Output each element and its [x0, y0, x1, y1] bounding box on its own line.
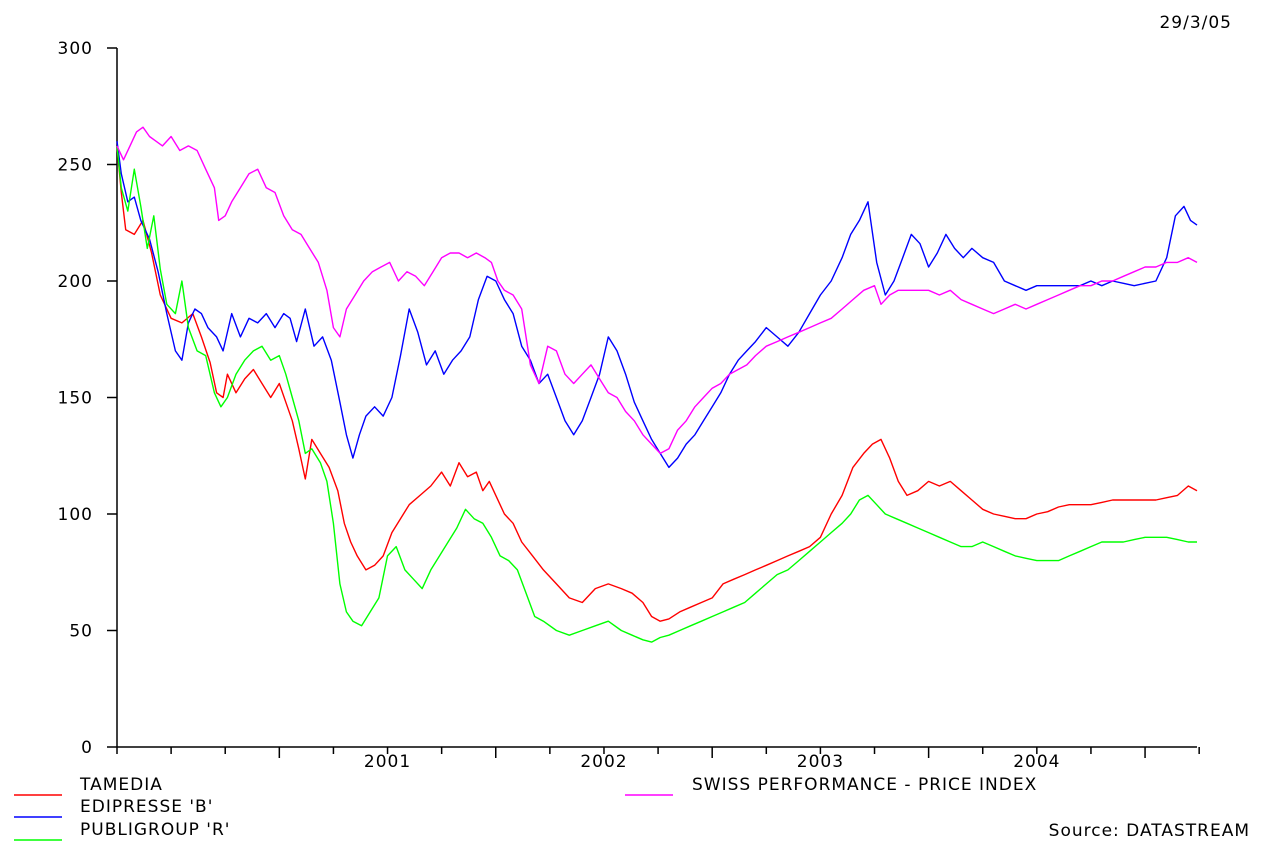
y-tick-label: 100: [58, 505, 93, 525]
series-line-edipresse-b: [116, 141, 1198, 469]
x-tick-label: 2002: [580, 752, 627, 772]
chart-source: Source: DATASTREAM: [1049, 821, 1250, 841]
y-tick-label: 0: [81, 738, 93, 758]
x-tick-label: 2003: [797, 752, 844, 772]
legend: TAMEDIA EDIPRESSE 'B' PUBLIGROUP 'R' SWI…: [14, 775, 1037, 841]
x-axis-ticks: 2001 2002 2003 2004: [116, 747, 1200, 772]
legend-label-publigroup: PUBLIGROUP 'R': [80, 820, 230, 840]
y-axis-ticks: 0 50 100 150 200 250 300: [58, 39, 117, 758]
chart-date: 29/3/05: [1159, 13, 1232, 33]
legend-item-publigroup: PUBLIGROUP 'R': [14, 820, 230, 841]
y-tick-label: 300: [58, 39, 93, 59]
legend-item-swiss-performance: SWISS PERFORMANCE - PRICE INDEX: [625, 775, 1037, 796]
y-tick-label: 50: [69, 622, 93, 642]
y-tick-label: 200: [58, 272, 93, 292]
legend-item-tamedia: TAMEDIA: [14, 775, 163, 796]
legend-label-tamedia: TAMEDIA: [79, 775, 163, 795]
series-line-tamedia: [116, 145, 1198, 622]
x-tick-label: 2004: [1013, 752, 1060, 772]
legend-label-swiss-performance: SWISS PERFORMANCE - PRICE INDEX: [692, 775, 1037, 795]
series-lines: [116, 126, 1198, 643]
series-line-publigroup-r: [116, 145, 1197, 643]
legend-label-edipresse: EDIPRESSE 'B': [80, 797, 213, 817]
y-tick-label: 250: [58, 156, 93, 176]
x-tick-label: 2001: [364, 752, 411, 772]
y-tick-label: 150: [58, 389, 93, 409]
series-line-swiss-performance-price-index: [116, 126, 1198, 455]
legend-item-edipresse: EDIPRESSE 'B': [14, 797, 213, 818]
